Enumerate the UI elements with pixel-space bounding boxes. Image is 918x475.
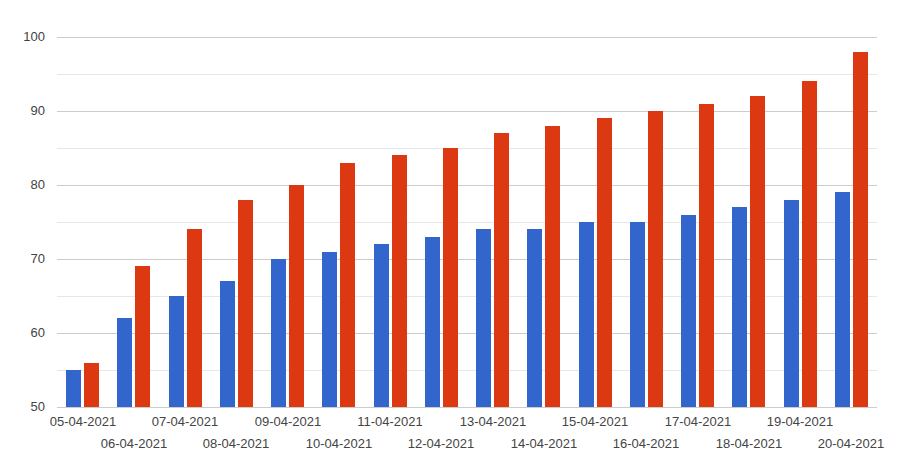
x-axis-tick-label: 09-04-2021 [243, 414, 333, 430]
blue-bar [220, 281, 235, 407]
blue-bar [117, 318, 132, 407]
red-bar [494, 133, 509, 407]
blue-bar [579, 222, 594, 407]
blue-bar [835, 192, 850, 407]
red-bar [187, 229, 202, 407]
x-axis-tick-label: 20-04-2021 [806, 436, 896, 452]
blue-bar [322, 252, 337, 407]
x-axis-tick-label: 17-04-2021 [653, 414, 743, 430]
x-axis-tick-label: 10-04-2021 [294, 436, 384, 452]
y-axis-tick-label: 100 [0, 29, 45, 45]
blue-bar [425, 237, 440, 407]
blue-bar [681, 215, 696, 407]
major-gridline [57, 407, 877, 408]
major-gridline [57, 37, 877, 38]
x-axis-tick-label: 07-04-2021 [140, 414, 230, 430]
red-bar [853, 52, 868, 407]
red-bar [802, 81, 817, 407]
bar-chart: 50 60 70 80 90 100 05-04-2021 06-04-2021 07-04-… [0, 0, 918, 475]
blue-bar [784, 200, 799, 407]
blue-bar [527, 229, 542, 407]
red-bar [84, 363, 99, 407]
y-axis-tick-label: 80 [0, 177, 45, 193]
x-axis-tick-label: 14-04-2021 [499, 436, 589, 452]
red-bar [392, 155, 407, 407]
y-axis-tick-label: 90 [0, 103, 45, 119]
y-axis-tick-label: 60 [0, 325, 45, 341]
x-axis-tick-label: 06-04-2021 [89, 436, 179, 452]
x-axis-tick-label: 19-04-2021 [755, 414, 845, 430]
red-bar [750, 96, 765, 407]
x-axis-tick-label: 12-04-2021 [396, 436, 486, 452]
y-axis-tick-label: 50 [0, 399, 45, 415]
blue-bar [374, 244, 389, 407]
red-bar [340, 163, 355, 407]
red-bar [289, 185, 304, 407]
x-axis-tick-label: 13-04-2021 [448, 414, 538, 430]
blue-bar [271, 259, 286, 407]
x-axis-tick-label: 18-04-2021 [704, 436, 794, 452]
red-bar [597, 118, 612, 407]
red-bar [443, 148, 458, 407]
x-axis-tick-label: 16-04-2021 [601, 436, 691, 452]
blue-bar [66, 370, 81, 407]
y-axis-tick-label: 70 [0, 251, 45, 267]
blue-bar [169, 296, 184, 407]
blue-bar [732, 207, 747, 407]
red-bar [545, 126, 560, 407]
x-axis-tick-label: 15-04-2021 [550, 414, 640, 430]
minor-gridline [57, 74, 877, 75]
blue-bar [630, 222, 645, 407]
blue-bar [476, 229, 491, 407]
red-bar [648, 111, 663, 407]
x-axis-tick-label: 11-04-2021 [345, 414, 435, 430]
red-bar [238, 200, 253, 407]
red-bar [135, 266, 150, 407]
red-bar [699, 104, 714, 407]
x-axis-tick-label: 08-04-2021 [191, 436, 281, 452]
x-axis-tick-label: 05-04-2021 [38, 414, 128, 430]
